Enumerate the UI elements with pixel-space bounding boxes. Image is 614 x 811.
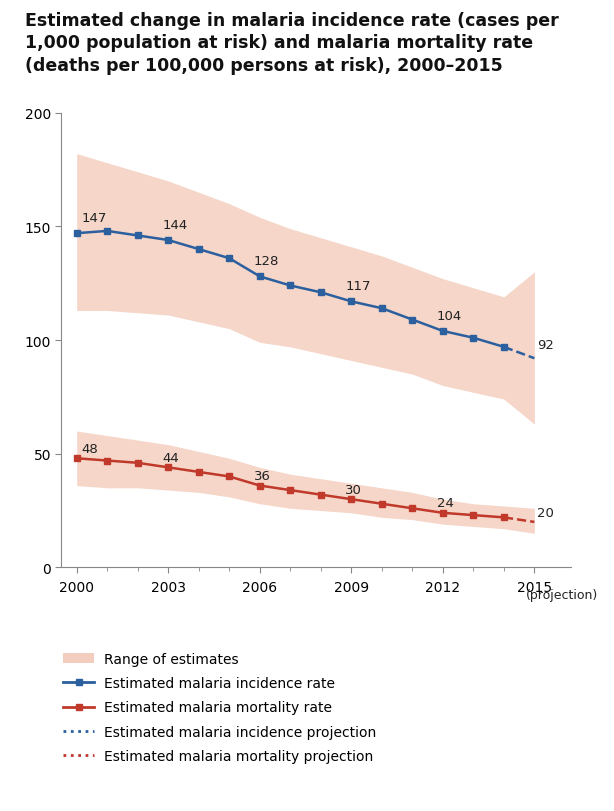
Text: 128: 128: [254, 255, 279, 268]
Text: 36: 36: [254, 470, 271, 483]
Text: 30: 30: [345, 483, 362, 496]
Text: 104: 104: [437, 310, 462, 323]
Text: 144: 144: [162, 219, 187, 232]
Text: 24: 24: [437, 497, 454, 510]
Text: 117: 117: [345, 280, 371, 293]
Text: 44: 44: [162, 452, 179, 465]
Text: Estimated change in malaria incidence rate (cases per
1,000 population at risk) : Estimated change in malaria incidence ra…: [25, 12, 558, 75]
Text: 147: 147: [81, 212, 107, 225]
Text: 20: 20: [537, 506, 554, 519]
Legend: Range of estimates, Estimated malaria incidence rate, Estimated malaria mortalit: Range of estimates, Estimated malaria in…: [63, 652, 376, 763]
Text: (projection): (projection): [526, 588, 598, 601]
Text: 92: 92: [537, 339, 554, 352]
Text: 48: 48: [81, 442, 98, 455]
